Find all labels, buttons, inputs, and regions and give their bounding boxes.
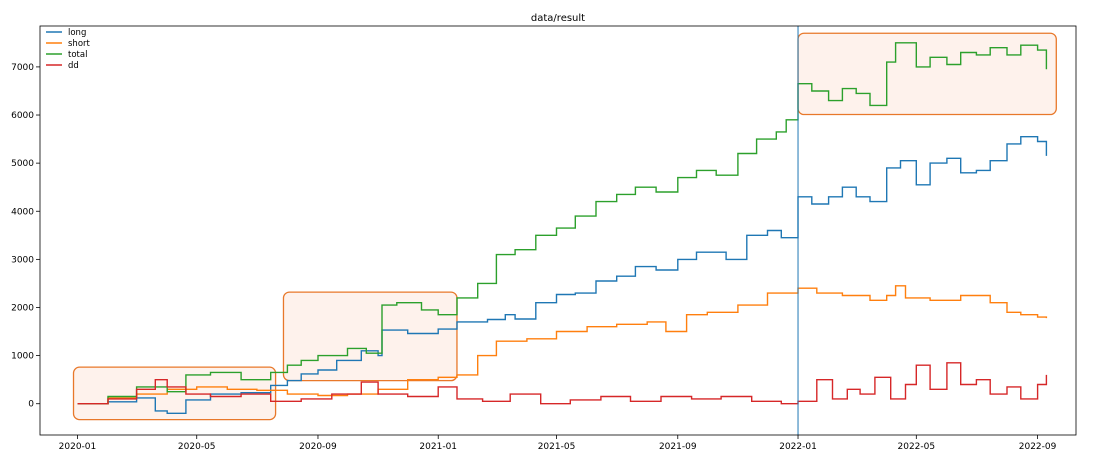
highlight-box-1 xyxy=(72,366,277,421)
series-line-dd xyxy=(77,362,1048,405)
y-tick-label-7000: 7000 xyxy=(11,63,34,73)
y-tick-label-2000: 2000 xyxy=(11,303,34,313)
y-tick-label-1000: 1000 xyxy=(11,352,34,362)
y-tick-label-6000: 6000 xyxy=(11,111,34,121)
highlight-box-2 xyxy=(282,291,458,382)
legend-label-long: long xyxy=(68,28,86,38)
x-tick-label-2020-01: 2020-01 xyxy=(59,442,97,452)
legend-label-dd: dd xyxy=(68,61,79,71)
x-tick-label-2020-05: 2020-05 xyxy=(178,442,216,452)
highlight-box-3 xyxy=(797,32,1057,116)
x-tick-label-2022-01: 2022-01 xyxy=(779,442,817,452)
series-line-long xyxy=(77,136,1048,414)
series-lines xyxy=(77,42,1048,414)
legend-label-short: short xyxy=(68,39,91,49)
legend-label-total: total xyxy=(68,50,87,60)
plot-frame xyxy=(39,25,1077,436)
x-tick-label-2022-05: 2022-05 xyxy=(898,442,936,452)
axes: 2020-01 2020-05 2020-09 2021-01 2021-05 2021-… xyxy=(11,25,1077,452)
x-tick-label-2021-01: 2021-01 xyxy=(419,442,457,452)
highlight-boxes xyxy=(72,32,1057,421)
y-tick-label-4000: 4000 xyxy=(11,207,34,217)
x-tick-label-2022-09: 2022-09 xyxy=(1019,442,1057,452)
chart-title: data/result xyxy=(531,13,585,24)
y-tick-label-0: 0 xyxy=(28,400,34,410)
series-line-short xyxy=(77,285,1048,405)
x-tick-label-2021-05: 2021-05 xyxy=(538,442,576,452)
x-tick-label-2020-09: 2020-09 xyxy=(299,442,337,452)
series-line-total xyxy=(77,42,1048,405)
x-tick-label-2021-09: 2021-09 xyxy=(659,442,697,452)
y-tick-label-5000: 5000 xyxy=(11,159,34,169)
y-tick-label-3000: 3000 xyxy=(11,255,34,265)
